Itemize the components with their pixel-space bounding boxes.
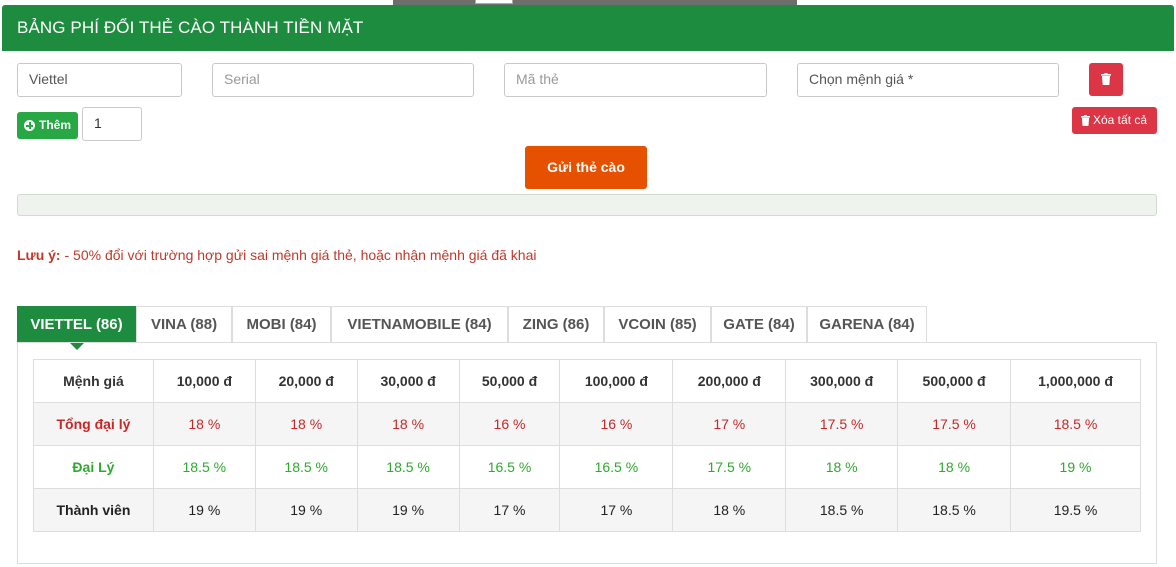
fee-cell: 16.5 % [458, 445, 561, 489]
column-header: Mệnh giá [33, 359, 154, 403]
fee-cell: 18 % [672, 488, 787, 532]
fee-cell: 16.5 % [559, 445, 674, 489]
tab-vcoin[interactable]: VCOIN (85) [604, 306, 711, 342]
active-tab-arrow [68, 342, 85, 350]
fee-cell: 18.5 % [1010, 402, 1141, 446]
card-code-input[interactable]: Mã thẻ [504, 63, 767, 97]
fee-cell: 18.5 % [356, 445, 460, 489]
tab-label: ZING (86) [522, 316, 590, 333]
window-top-strip [393, 0, 797, 5]
serial-input[interactable]: Serial [212, 63, 474, 97]
column-header: 300,000 đ [785, 359, 899, 403]
note-label: Lưu ý: [17, 247, 61, 263]
fee-cell: 17 % [458, 488, 561, 532]
column-header: 100,000 đ [559, 359, 674, 403]
fee-cell: 17.5 % [785, 402, 899, 446]
trash-icon [1101, 73, 1111, 85]
tab-label: MOBI (84) [246, 316, 317, 333]
page-title: BẢNG PHÍ ĐỔI THẺ CÀO THÀNH TIỀN MẶT [17, 18, 364, 37]
fee-cell: 18 % [785, 445, 899, 489]
amount-select[interactable]: Chọn mệnh giá * [797, 63, 1059, 97]
fee-cell: 19 % [356, 488, 460, 532]
quantity-input[interactable]: 1 [82, 107, 142, 141]
column-header: 10,000 đ [152, 359, 256, 403]
fee-cell: 18.5 % [152, 445, 256, 489]
tab-vina[interactable]: VINA (88) [136, 306, 232, 342]
fee-cell: 19.5 % [1010, 488, 1141, 532]
fee-cell: 18.5 % [897, 488, 1012, 532]
fee-cell: 18.5 % [785, 488, 899, 532]
fee-cell: 17.5 % [897, 402, 1012, 446]
tab-mobi[interactable]: MOBI (84) [232, 306, 331, 342]
tab-vietnamobile[interactable]: VIETNAMOBILE (84) [331, 306, 508, 342]
column-header: 500,000 đ [897, 359, 1012, 403]
tab-zing[interactable]: ZING (86) [508, 306, 604, 342]
tab-viettel[interactable]: VIETTEL (86) [17, 306, 136, 350]
fee-cell: 18.5 % [254, 445, 358, 489]
fee-table: Mệnh giá 10,000 đ 20,000 đ 30,000 đ 50,0… [33, 359, 1141, 532]
note: Lưu ý: - 50% đổi với trường hợp gửi sai … [17, 247, 536, 263]
tab-label: VIETNAMOBILE (84) [347, 316, 492, 333]
add-button-label: Thêm [39, 118, 72, 132]
tab-label: GATE (84) [723, 316, 795, 333]
plus-circle-icon [24, 120, 35, 131]
column-header: 20,000 đ [254, 359, 358, 403]
tab-panel [17, 342, 1157, 564]
scroll-handle[interactable] [475, 0, 513, 4]
fee-cell: 18 % [356, 402, 460, 446]
add-button[interactable]: Thêm [17, 112, 78, 139]
column-header: 200,000 đ [672, 359, 787, 403]
fee-cell: 16 % [559, 402, 674, 446]
tab-label: VIETTEL (86) [30, 316, 123, 333]
note-text: - 50% đổi với trường hợp gửi sai mệnh gi… [60, 247, 537, 263]
fee-cell: 18 % [254, 402, 358, 446]
fee-cell: 18 % [897, 445, 1012, 489]
page-header: BẢNG PHÍ ĐỔI THẺ CÀO THÀNH TIỀN MẶT [2, 5, 1174, 51]
tab-gate[interactable]: GATE (84) [711, 306, 807, 342]
trash-icon [1081, 115, 1090, 126]
row-label: Tổng đại lý [33, 402, 154, 446]
tab-label: GARENA (84) [819, 316, 915, 333]
fee-cell: 17 % [672, 402, 787, 446]
row-label: Đại Lý [33, 445, 154, 489]
fee-cell: 19 % [254, 488, 358, 532]
table-row: Thành viên 19 % 19 % 19 % 17 % 17 % 18 % 18.5 %… [33, 488, 1141, 532]
column-header: 30,000 đ [356, 359, 460, 403]
fee-cell: 16 % [458, 402, 561, 446]
fee-cell: 17.5 % [672, 445, 787, 489]
table-header-row: Mệnh giá 10,000 đ 20,000 đ 30,000 đ 50,0… [33, 359, 1141, 403]
column-header: 1,000,000 đ [1010, 359, 1141, 403]
tab-label: VCOIN (85) [618, 316, 697, 333]
carrier-select[interactable]: Viettel [17, 63, 182, 97]
fee-cell: 18 % [152, 402, 256, 446]
column-header: 50,000 đ [458, 359, 561, 403]
row-label: Thành viên [33, 488, 154, 532]
tab-label: VINA (88) [150, 316, 218, 333]
table-row: Đại Lý 18.5 % 18.5 % 18.5 % 16.5 % 16.5 % 17.5… [33, 445, 1141, 489]
clear-all-label: Xóa tất cả [1093, 113, 1148, 127]
progress-bar [17, 194, 1157, 216]
fee-cell: 17 % [559, 488, 674, 532]
submit-card-button[interactable]: Gửi thẻ cào [525, 146, 647, 189]
delete-row-button[interactable] [1089, 63, 1123, 96]
clear-all-button[interactable]: Xóa tất cả [1072, 107, 1157, 134]
table-row: Tổng đại lý 18 % 18 % 18 % 16 % 16 % 17 % 17.5 … [33, 402, 1141, 446]
fee-cell: 19 % [152, 488, 256, 532]
tab-garena[interactable]: GARENA (84) [807, 306, 927, 342]
fee-cell: 19 % [1010, 445, 1141, 489]
